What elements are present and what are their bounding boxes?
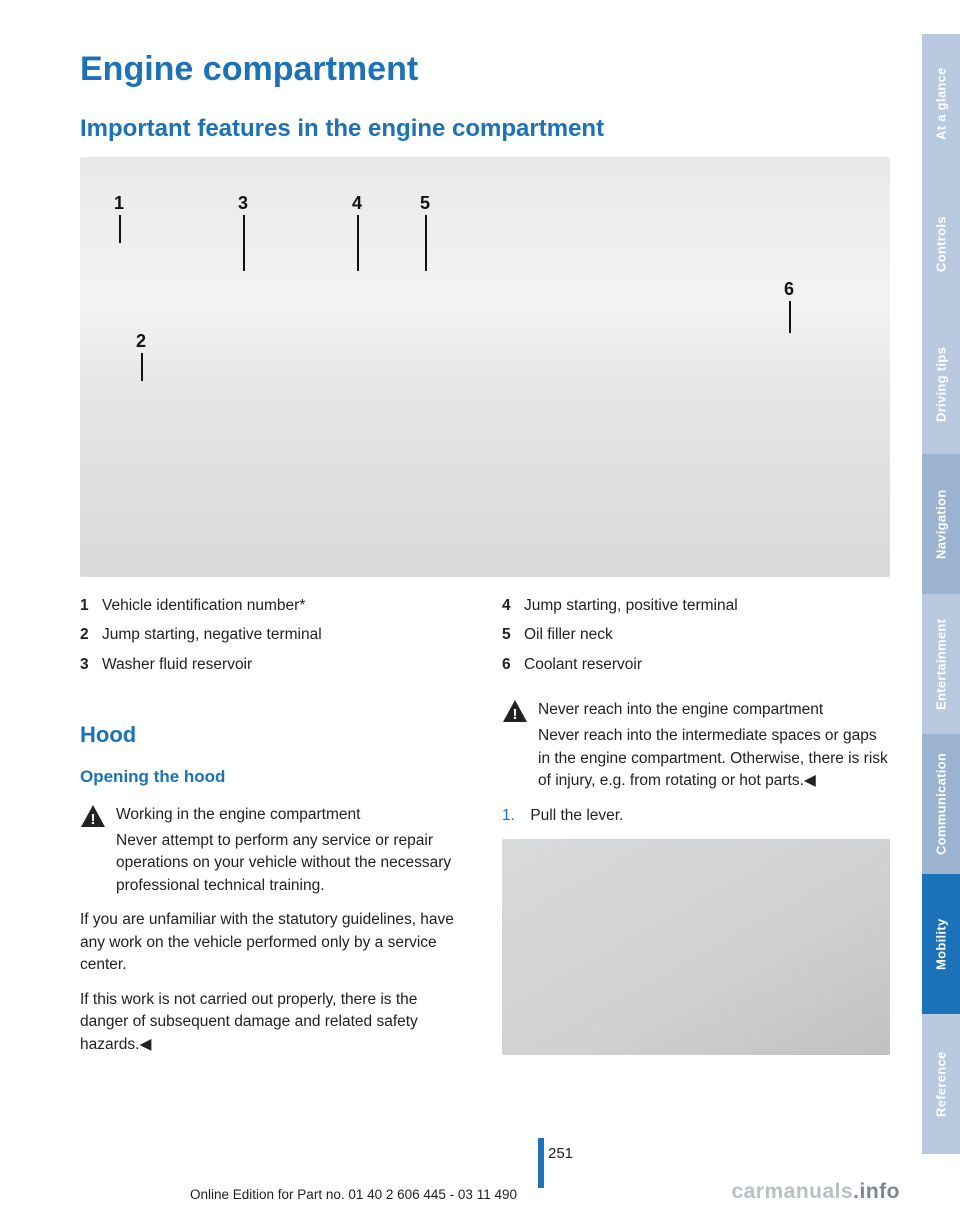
figure-callout-number: 4	[352, 193, 362, 214]
body-col-right: ! Never reach into the engine compartmen…	[502, 695, 890, 1068]
step-1-text: Pull the lever.	[530, 807, 623, 824]
page-title: Engine compartment	[80, 50, 890, 89]
tab-at-a-glance[interactable]: At a glance	[922, 34, 960, 174]
warning-1-title: Working in the engine compartment	[116, 804, 360, 826]
watermark-suf: .info	[853, 1180, 900, 1203]
tab-reference[interactable]: Reference	[922, 1014, 960, 1154]
legend-columns: 1Vehicle identification number*2Jump sta…	[80, 591, 890, 689]
step-1-number: 1.	[502, 805, 526, 827]
legend-label: Coolant reservoir	[524, 656, 642, 673]
tab-navigation[interactable]: Navigation	[922, 454, 960, 594]
figure-callout-tick	[425, 215, 427, 271]
warning-1-p2: If you are unfamiliar with the statutory…	[80, 909, 468, 976]
warning-2-title: Never reach into the engine compartment	[538, 699, 823, 721]
legend-row: 3Washer fluid reservoir	[80, 650, 468, 679]
figure-callout-number: 3	[238, 193, 248, 214]
warning-icon: !	[502, 699, 528, 723]
figure-callout-tick	[789, 301, 791, 333]
legend-label: Washer fluid reservoir	[102, 656, 252, 673]
legend-number: 4	[502, 591, 524, 620]
legend-label: Vehicle identification number*	[102, 597, 305, 614]
tab-driving-tips[interactable]: Driving tips	[922, 314, 960, 454]
figure-callout-tick	[243, 215, 245, 271]
legend-number: 5	[502, 620, 524, 649]
figure-callout-tick	[119, 215, 121, 243]
legend-row: 5Oil filler neck	[502, 620, 890, 649]
tab-mobility[interactable]: Mobility	[922, 874, 960, 1014]
figure-callouts: 1 2 3 4 5 6	[80, 157, 890, 577]
body-columns: Hood Opening the hood ! Working in the e…	[80, 695, 890, 1068]
figure-callout-tick	[357, 215, 359, 271]
legend-number: 6	[502, 650, 524, 679]
legend-number: 3	[80, 650, 102, 679]
watermark: carmanuals.info	[731, 1180, 900, 1204]
body-col-left: Hood Opening the hood ! Working in the e…	[80, 695, 468, 1068]
tab-entertainment[interactable]: Entertainment	[922, 594, 960, 734]
figure-callout-number: 2	[136, 331, 146, 352]
manual-page: Engine compartment Important features in…	[0, 0, 960, 1222]
engine-compartment-figure: 1 2 3 4 5 6	[80, 157, 890, 577]
legend-row: 6Coolant reservoir	[502, 650, 890, 679]
warning-1-body: Never attempt to perform any service or …	[116, 830, 468, 897]
tab-communication[interactable]: Communication	[922, 734, 960, 874]
svg-text:!: !	[513, 706, 518, 723]
watermark-pre: carmanuals	[731, 1180, 853, 1203]
svg-text:!: !	[91, 811, 96, 828]
legend-row: 1Vehicle identification number*	[80, 591, 468, 620]
warning-1: ! Working in the engine compartment	[80, 804, 468, 828]
legend-row: 2Jump starting, negative terminal	[80, 620, 468, 649]
hood-lever-figure	[502, 839, 890, 1055]
page-content: Engine compartment Important features in…	[80, 50, 890, 1068]
warning-2-body: Never reach into the intermediate spaces…	[538, 725, 890, 792]
figure-callout-number: 1	[114, 193, 124, 214]
warning-icon: !	[80, 804, 106, 828]
figure-callout-number: 6	[784, 279, 794, 300]
legend-label: Jump starting, positive terminal	[524, 597, 738, 614]
legend-col-left: 1Vehicle identification number*2Jump sta…	[80, 591, 468, 689]
footer-edition: Online Edition for Part no. 01 40 2 606 …	[190, 1187, 517, 1202]
page-number-bar	[538, 1138, 544, 1188]
section-tabs: At a glanceControlsDriving tipsNavigatio…	[922, 34, 960, 1154]
legend-label: Jump starting, negative terminal	[102, 626, 322, 643]
warning-2: ! Never reach into the engine compartmen…	[502, 699, 890, 723]
section-features-heading: Important features in the engine compart…	[80, 115, 890, 143]
legend-row: 4Jump starting, positive terminal	[502, 591, 890, 620]
legend-col-right: 4Jump starting, positive terminal5Oil fi…	[502, 591, 890, 689]
subsection-opening-heading: Opening the hood	[80, 765, 468, 790]
legend-number: 2	[80, 620, 102, 649]
step-1: 1. Pull the lever.	[502, 805, 890, 827]
legend-number: 1	[80, 591, 102, 620]
figure-callout-tick	[141, 353, 143, 381]
warning-1-p3: If this work is not carried out properly…	[80, 989, 468, 1056]
page-number: 251	[548, 1145, 573, 1162]
section-hood-heading: Hood	[80, 719, 468, 751]
legend-label: Oil filler neck	[524, 626, 613, 643]
figure-callout-number: 5	[420, 193, 430, 214]
tab-controls[interactable]: Controls	[922, 174, 960, 314]
